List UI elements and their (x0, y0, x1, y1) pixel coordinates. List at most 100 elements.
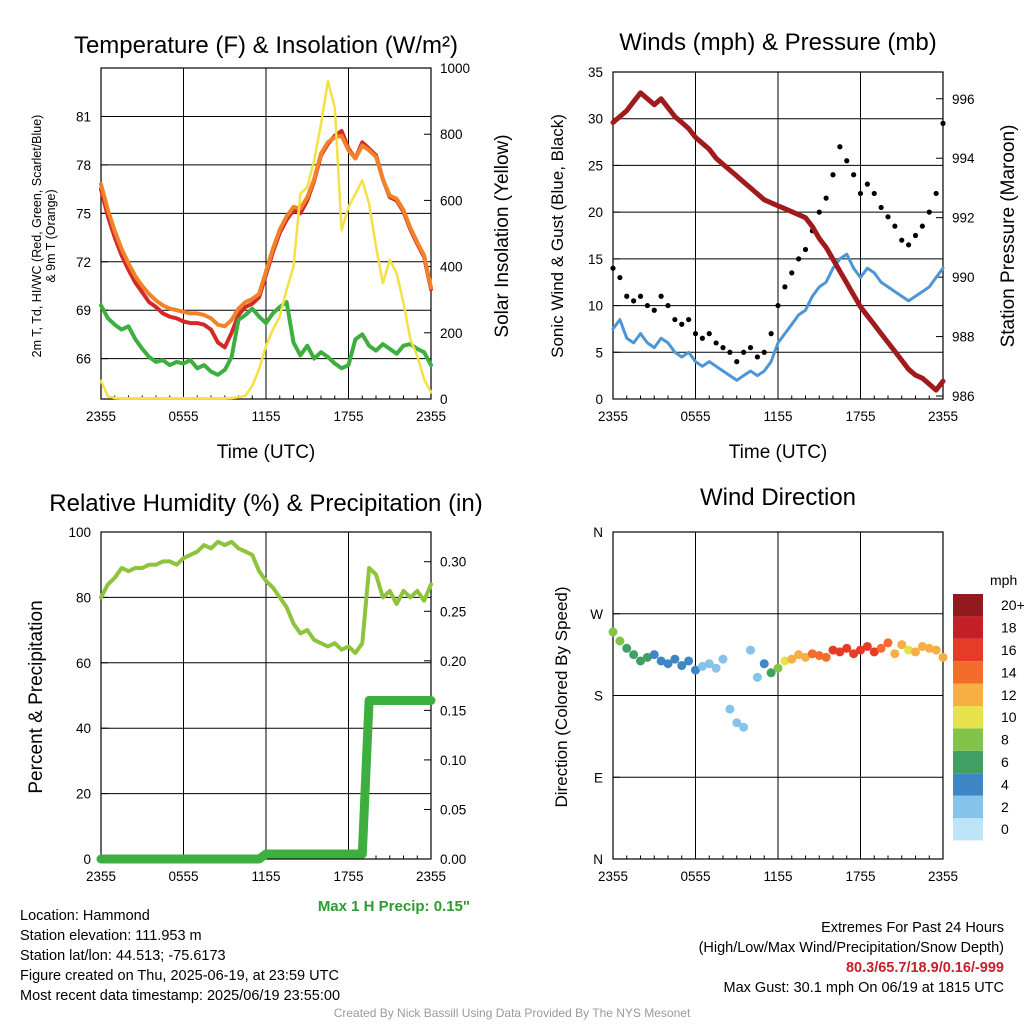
latlon-text: Station lat/lon: 44.513; -75.6173 (20, 948, 226, 964)
elevation-text: Station elevation: 111.953 m (20, 928, 202, 944)
direction-point (917, 641, 927, 651)
x-tick-label: 2355 (416, 409, 446, 424)
gust-point (617, 274, 623, 281)
colorbar-level-label: 14 (1001, 664, 1017, 680)
y-tick-label: 80 (76, 590, 91, 605)
gust-point (864, 181, 870, 187)
series-line-station-pressure (610, 90, 946, 393)
direction-point (794, 650, 804, 660)
x-tick-label: 0555 (680, 869, 710, 884)
y2-tick-label: 992 (952, 211, 975, 226)
direction-point (732, 718, 742, 728)
y2-tick-label: 0.20 (440, 654, 466, 669)
direction-point (897, 640, 907, 650)
direction-point (801, 652, 810, 662)
colorbar-swatch (953, 728, 983, 751)
direction-point (814, 651, 824, 661)
temperature-y-label-line: 2m T, Td, HI/WC (Red, Green, Scarlet/Blu… (30, 115, 44, 358)
gust-point (665, 302, 671, 309)
humidity-chart: 2355 0555 1155 1755 2355 0 20 40 60 80 100 0.00 0.05… (68, 525, 466, 884)
direction-point (773, 663, 783, 673)
y-tick-label: 72 (76, 255, 91, 270)
direction-point (691, 665, 700, 675)
gust-point (706, 331, 712, 337)
colorbar-level-label: 12 (1001, 687, 1017, 703)
gust-point (851, 172, 857, 178)
gust-point (727, 349, 733, 355)
y2-tick-label: 0.00 (440, 852, 466, 867)
gust-point (686, 316, 692, 323)
direction-point (636, 656, 645, 666)
y-tick-label: S (594, 689, 603, 704)
y-tick-label: 5 (595, 345, 603, 360)
colorbar-level-label: 10 (1001, 709, 1017, 725)
temperature-panel-title: Temperature (F) & Insolation (W/m²) (74, 32, 458, 59)
y-tick-label: 60 (76, 656, 91, 671)
wind-gust-axis-label: Sonic Wind & Gust (Blue, Black) (548, 114, 567, 358)
extremes-values: 80.3/65.7/18.9/0.16/-999 (845, 960, 1004, 976)
x-tick-label: 2355 (86, 869, 116, 884)
direction-point (842, 643, 852, 653)
direction-point (780, 656, 790, 666)
direction-point (890, 649, 900, 659)
y-tick-label: 20 (76, 787, 91, 802)
x-tick-label: 2355 (86, 409, 116, 424)
series-line-precipitation (96, 696, 436, 864)
gust-point (823, 195, 829, 201)
x-tick-label: 1155 (763, 409, 792, 424)
pressure-axis-label: Station Pressure (Maroon) (998, 125, 1019, 348)
plot-frame (612, 71, 944, 400)
gust-point (816, 209, 822, 215)
y-tick-label: 10 (588, 299, 603, 314)
gust-point (741, 349, 747, 355)
colorbar-level-label: 2 (1001, 799, 1009, 815)
gust-point (844, 158, 850, 164)
x-tick-label: 2355 (416, 869, 446, 884)
gust-point (878, 204, 884, 211)
direction-point (787, 654, 797, 664)
direction-point (670, 654, 680, 664)
y2-tick-label: 0.05 (440, 802, 466, 817)
direction-point (807, 649, 817, 659)
series-line-9m-t (99, 133, 433, 329)
colorbar-swatch (953, 616, 983, 639)
y2-tick-label: 0.30 (440, 555, 466, 570)
x-tick-label: 2355 (928, 409, 958, 424)
direction-point (746, 645, 755, 655)
solar-axis-label: Solar Insolation (Yellow) (492, 134, 513, 337)
direction-point (904, 645, 914, 655)
gust-point (637, 293, 644, 299)
direction-point (697, 661, 707, 671)
gust-point (899, 237, 905, 243)
gust-point (912, 232, 919, 239)
speed-colorbar: 0 2 4 6 8 10 12 14 16 18 20+ (953, 594, 1024, 841)
colorbar-swatch (953, 773, 983, 796)
y-tick-label: 0 (83, 852, 91, 867)
colorbar-swatch (953, 750, 983, 774)
y-tick-label: 66 (76, 352, 91, 367)
series-line-solar-insolation (99, 79, 433, 400)
gust-point (926, 209, 932, 215)
colorbar-swatch (953, 638, 983, 662)
gust-point (692, 331, 699, 337)
series-line-relative-humidity (99, 539, 433, 655)
y2-tick-label: 600 (440, 193, 463, 208)
gust-point (624, 293, 630, 299)
direction-point (677, 661, 687, 671)
y-tick-label: 25 (588, 158, 603, 173)
gust-point (789, 270, 795, 276)
plot-frame (612, 531, 944, 860)
direction-point (911, 647, 920, 657)
colorbar-level-label: 8 (1001, 732, 1009, 748)
direction-point (642, 652, 652, 662)
y2-tick-label: 990 (952, 270, 975, 285)
series-line-td (99, 300, 433, 377)
y-tick-label: 15 (588, 252, 603, 267)
x-tick-label: 2355 (598, 409, 628, 424)
y-tick-label: 35 (588, 65, 603, 80)
y-tick-label: 40 (76, 721, 91, 736)
colorbar-level-label: 6 (1001, 754, 1009, 770)
gust-point (761, 349, 767, 355)
y2-tick-label: 200 (440, 326, 463, 341)
colorbar-swatch (953, 818, 983, 841)
